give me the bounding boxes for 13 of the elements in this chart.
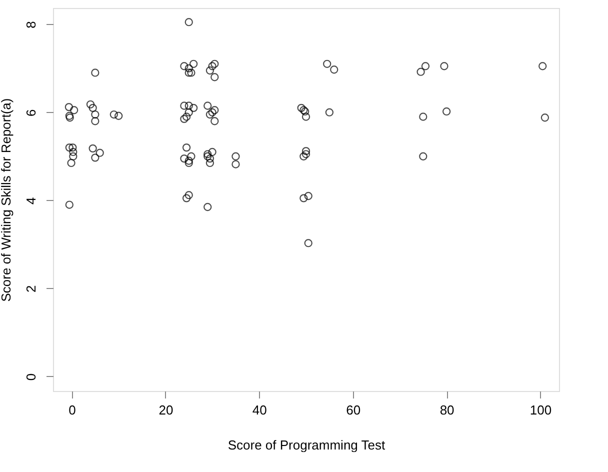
y-tick-label: 8: [24, 21, 38, 28]
y-tick-label: 6: [24, 109, 38, 116]
x-tick-label: 0: [68, 402, 76, 418]
y-tick-label: 2: [24, 285, 38, 293]
y-tick-label: 4: [24, 197, 38, 204]
x-tick-label: 60: [346, 402, 361, 418]
x-tick-label: 80: [440, 402, 454, 418]
x-tick-label: 40: [252, 402, 267, 418]
x-tick-label: 100: [530, 402, 552, 418]
x-axis-title: Score of Programming Test: [228, 438, 386, 452]
x-tick-label: 20: [158, 402, 174, 418]
y-axis-title: Score of Writing Skills for Report(a): [0, 98, 14, 302]
y-tick-label: 0: [24, 373, 38, 381]
